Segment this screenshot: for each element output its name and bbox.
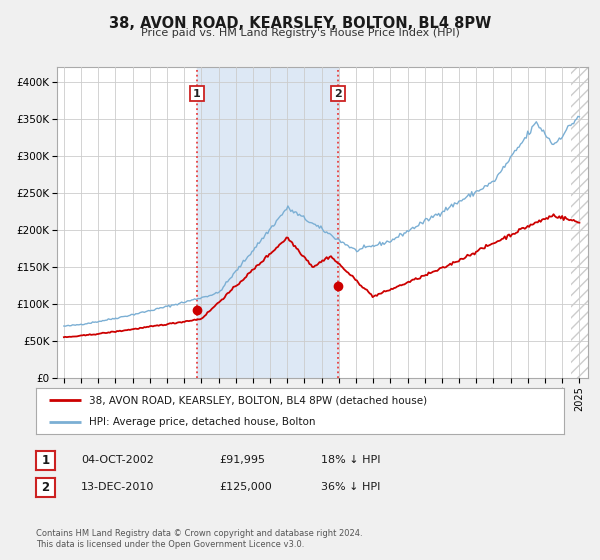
Text: 2: 2 (334, 88, 342, 99)
Text: 36% ↓ HPI: 36% ↓ HPI (321, 482, 380, 492)
Bar (571, 67, 588, 378)
Text: 38, AVON ROAD, KEARSLEY, BOLTON, BL4 8PW (detached house): 38, AVON ROAD, KEARSLEY, BOLTON, BL4 8PW… (89, 395, 427, 405)
Text: 38, AVON ROAD, KEARSLEY, BOLTON, BL4 8PW: 38, AVON ROAD, KEARSLEY, BOLTON, BL4 8PW (109, 16, 491, 31)
Bar (197, 67, 338, 378)
Text: 13-DEC-2010: 13-DEC-2010 (81, 482, 154, 492)
Text: This data is licensed under the Open Government Licence v3.0.: This data is licensed under the Open Gov… (36, 540, 304, 549)
Text: 04-OCT-2002: 04-OCT-2002 (81, 455, 154, 465)
Text: 1: 1 (193, 88, 201, 99)
Text: 1: 1 (41, 454, 50, 467)
Text: 18% ↓ HPI: 18% ↓ HPI (321, 455, 380, 465)
Text: HPI: Average price, detached house, Bolton: HPI: Average price, detached house, Bolt… (89, 417, 316, 427)
Bar (571, 67, 588, 378)
Text: Contains HM Land Registry data © Crown copyright and database right 2024.: Contains HM Land Registry data © Crown c… (36, 529, 362, 538)
Text: 2: 2 (41, 480, 50, 494)
Text: £91,995: £91,995 (219, 455, 265, 465)
Text: £125,000: £125,000 (219, 482, 272, 492)
Text: Price paid vs. HM Land Registry's House Price Index (HPI): Price paid vs. HM Land Registry's House … (140, 28, 460, 38)
